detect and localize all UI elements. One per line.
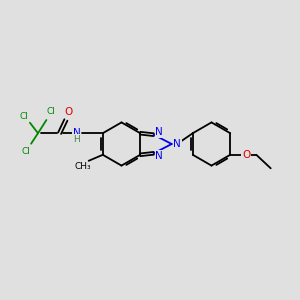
Text: Cl: Cl <box>22 147 30 156</box>
Text: Cl: Cl <box>46 107 55 116</box>
Text: Cl: Cl <box>19 112 28 121</box>
Text: N: N <box>155 151 163 161</box>
Text: H: H <box>74 135 80 144</box>
Text: CH₃: CH₃ <box>74 162 91 171</box>
Text: N: N <box>155 127 163 137</box>
Text: O: O <box>64 107 73 117</box>
Text: N: N <box>73 128 80 138</box>
Text: O: O <box>242 150 250 160</box>
Text: N: N <box>173 139 181 149</box>
